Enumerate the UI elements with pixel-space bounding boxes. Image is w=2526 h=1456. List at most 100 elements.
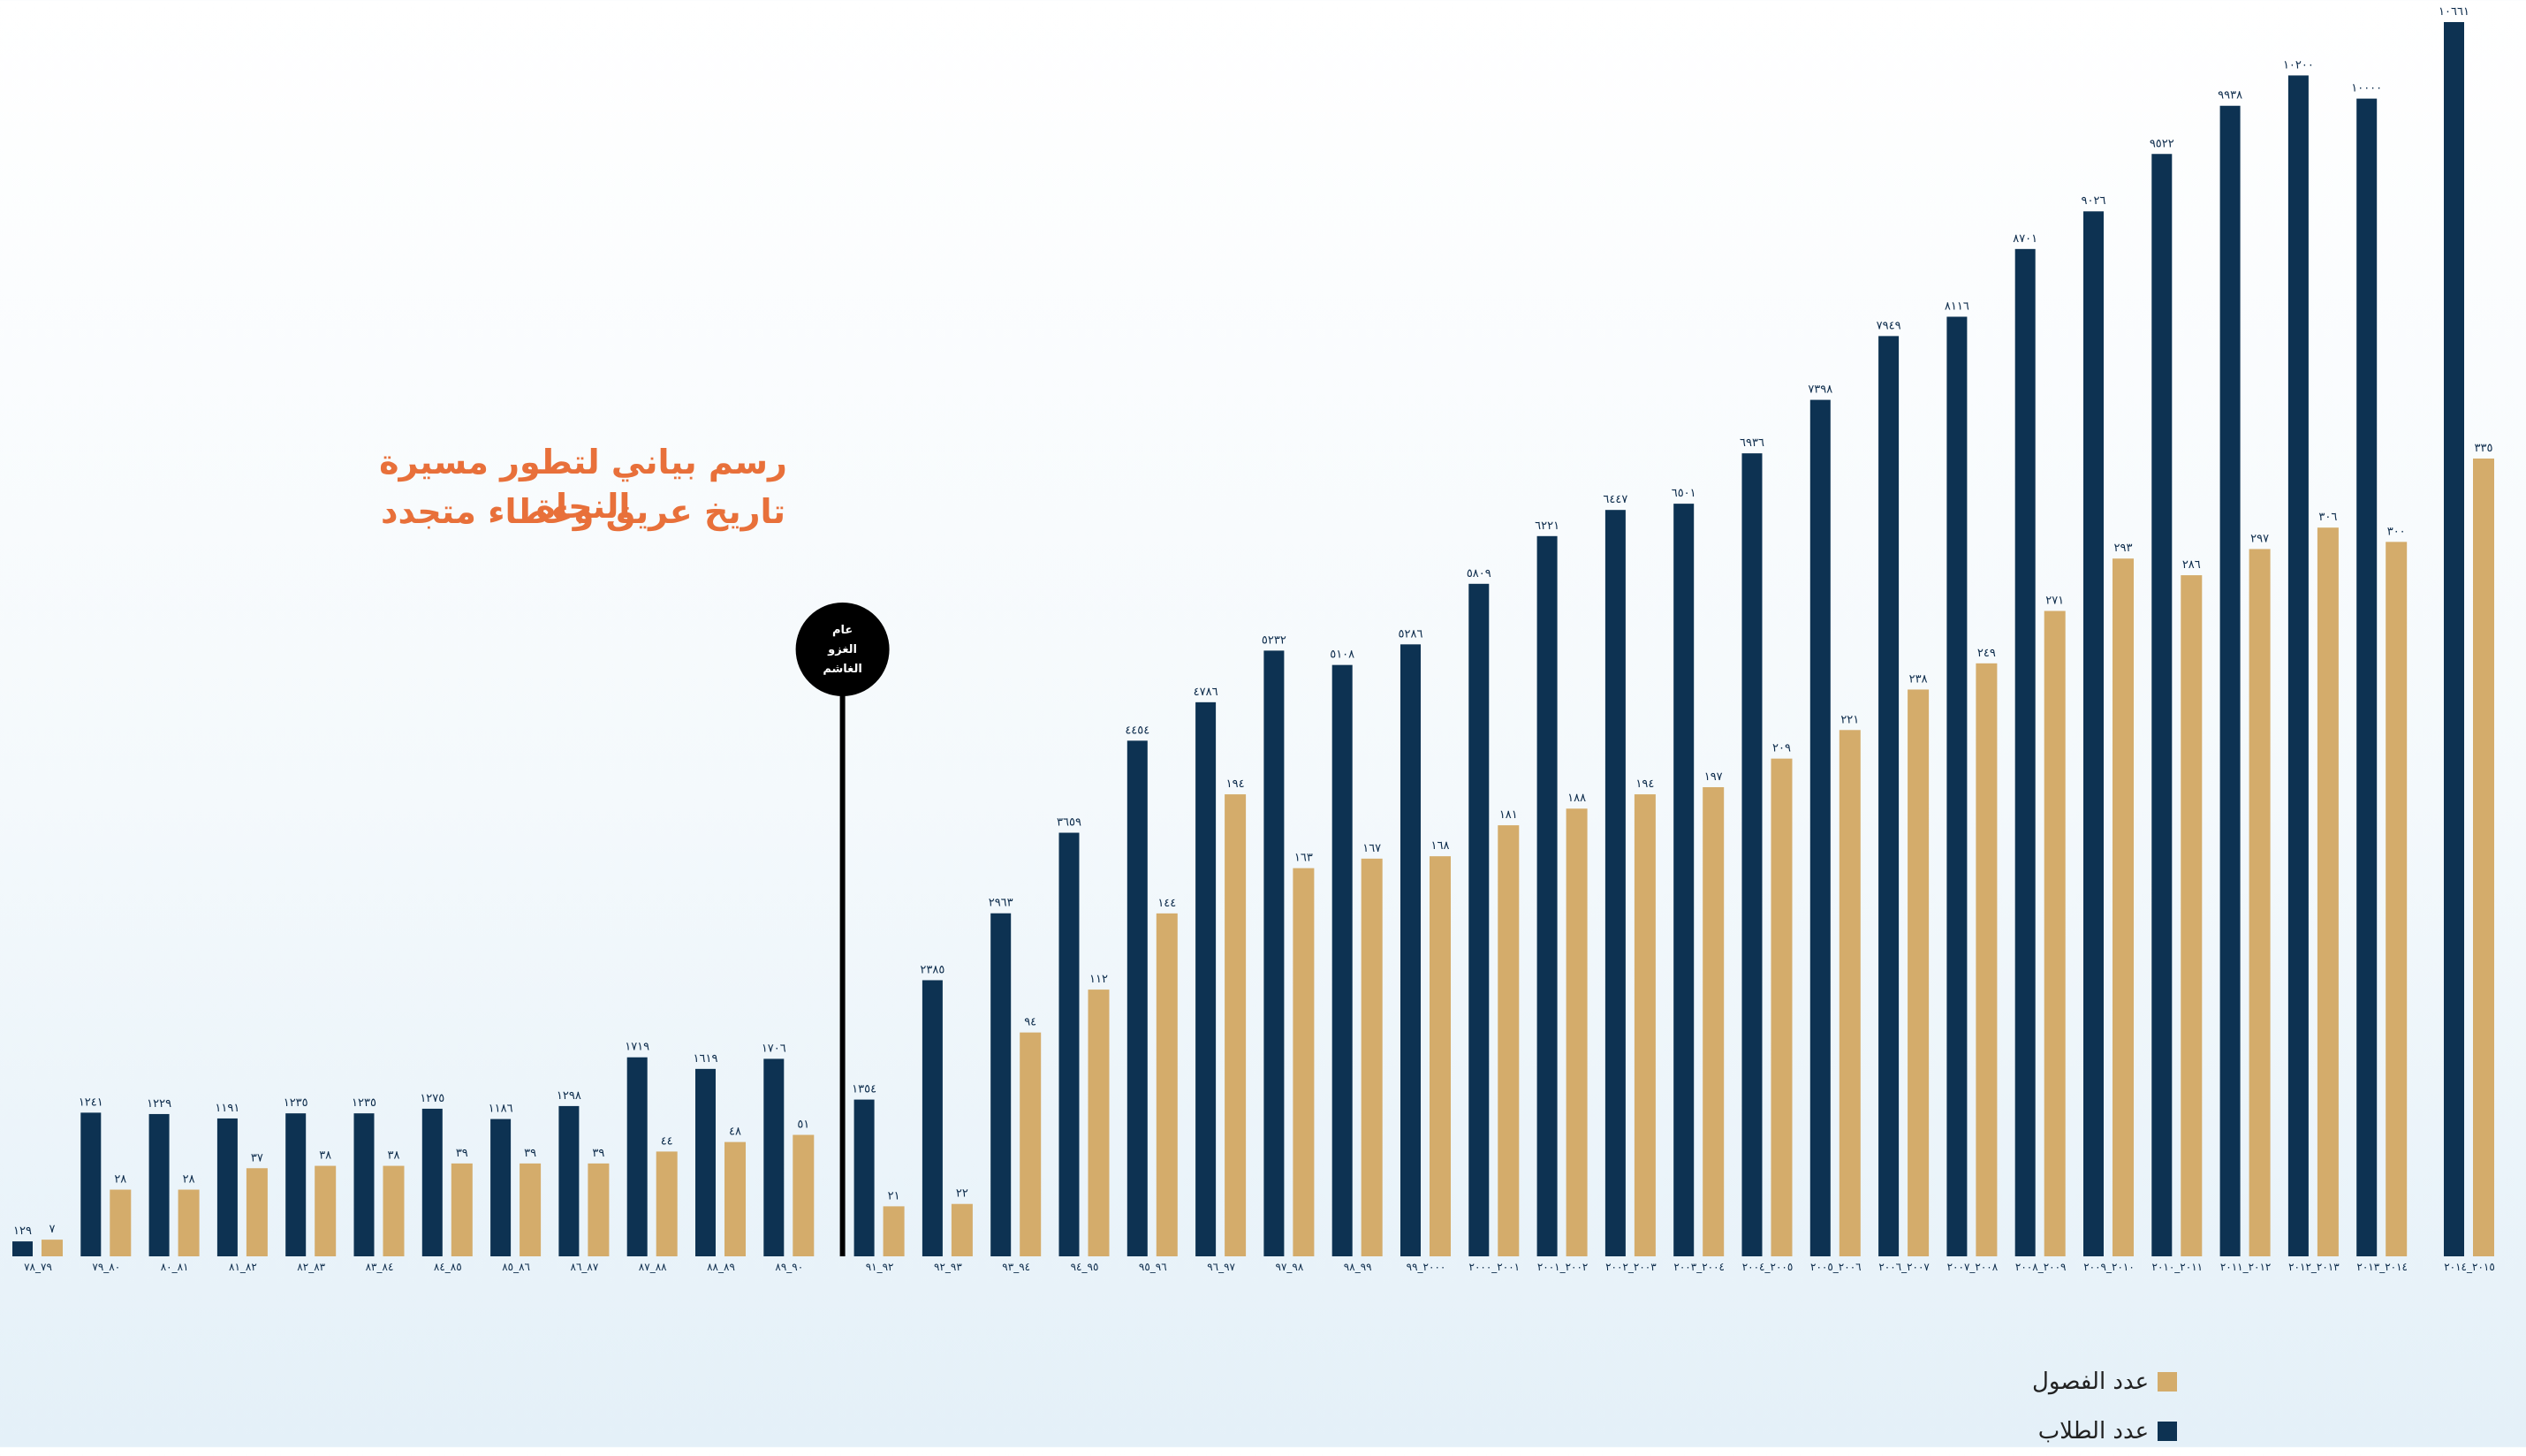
bar-students <box>558 1105 580 1256</box>
bar-students <box>353 1113 375 1256</box>
bar-value-students: ٨٧٠١ <box>2013 232 2037 246</box>
bar-value-classes: ٢٢١ <box>1840 713 1859 726</box>
bar-value-students: ١٠٦٦١ <box>2439 5 2469 19</box>
x-tick-label: ٢٠١٣_٢٠١٢ <box>2288 1261 2340 1273</box>
bar-classes <box>1020 1032 1042 1256</box>
x-tick-label: ٢٠٠٧_٢٠٠٦ <box>1878 1261 1930 1273</box>
x-tick-label: ٢٠١٢_٢٠١١ <box>2220 1261 2272 1273</box>
bar-value-students: ٣٦٥٩ <box>1057 816 1081 830</box>
x-tick-label: ٨٣_٨٢ <box>297 1261 325 1273</box>
bar-classes <box>1566 808 1588 1256</box>
bar-value-classes: ١٩٧ <box>1704 770 1723 784</box>
x-tick-label: ٨٠_٧٩ <box>92 1261 120 1273</box>
bar-students <box>1126 740 1148 1256</box>
bar-students <box>1604 510 1626 1256</box>
x-tick-label: ٨٧_٨٦ <box>571 1261 599 1273</box>
x-tick-label: ٢٠٠٠_٩٩ <box>1407 1261 1446 1273</box>
bar-value-students: ١٢٩ <box>13 1225 32 1238</box>
bar-value-students: ١٢٣٥ <box>284 1096 308 1110</box>
bar-students <box>1468 583 1490 1256</box>
legend-item-students: عدد الطلاب <box>2032 1407 2178 1456</box>
annotation-layer: عام الغزو الغاشم <box>795 603 890 1256</box>
legend: عدد الفصول عدد الطلاب <box>2032 1357 2178 1456</box>
bar-value-students: ٨١١٦ <box>1945 300 1969 313</box>
bar-students <box>1263 650 1285 1256</box>
bar-students <box>2083 211 2104 1257</box>
bar-students <box>1878 336 1900 1257</box>
bar-value-students: ٩٩٣٨ <box>2218 89 2242 102</box>
bar-value-classes: ١٦٣ <box>1294 852 1313 865</box>
legend-label-classes: عدد الفصول <box>2032 1369 2150 1395</box>
x-tick-label: ٨٤_٨٣ <box>366 1261 394 1273</box>
bar-value-students: ٧٩٤٩ <box>1877 319 1901 332</box>
bar-value-students: ٢٣٨٥ <box>920 963 944 976</box>
bar-classes <box>1225 794 1247 1256</box>
bar-classes <box>520 1163 542 1256</box>
bar-value-classes: ٢٣٨ <box>1909 672 1928 686</box>
bar-classes <box>110 1189 132 1256</box>
bar-value-classes: ١٨٨ <box>1567 792 1586 805</box>
legend-swatch-classes <box>2158 1372 2178 1392</box>
bar-value-classes: ٣٩ <box>524 1147 536 1160</box>
bar-students <box>2151 154 2173 1257</box>
bar-students <box>922 980 943 1256</box>
x-tick-label: ٢٠٠٤_٢٠٠٣ <box>1673 1261 1725 1273</box>
x-tick-label: ٩٩_٩٨ <box>1344 1261 1372 1273</box>
bar-value-students: ١٠٢٠٠ <box>2283 58 2314 72</box>
x-tick-label: ٩٤_٩٣ <box>1002 1261 1030 1273</box>
bar-value-students: ١٧١٩ <box>625 1041 649 1054</box>
x-tick-label: ٢٠٠٦_٢٠٠٥ <box>1810 1261 1862 1273</box>
bar-students <box>421 1108 443 1256</box>
bar-value-classes: ١٤٤ <box>1157 897 1176 910</box>
bar-classes <box>883 1206 905 1256</box>
bar-classes <box>656 1151 678 1256</box>
bar-students <box>285 1113 307 1256</box>
bar-value-classes: ٧ <box>49 1223 56 1236</box>
bar-students <box>1946 316 1968 1256</box>
bar-value-students: ٦٤٤٧ <box>1603 493 1627 506</box>
bar-students <box>2014 248 2036 1256</box>
bar-classes <box>1361 858 1383 1256</box>
bar-students <box>763 1058 785 1256</box>
bar-classes <box>1908 689 1930 1256</box>
bar-classes <box>793 1134 815 1256</box>
bar-value-classes: ٣٠٠ <box>2387 525 2406 538</box>
x-tick-label: ٩٠_٨٩ <box>775 1261 803 1273</box>
bar-classes <box>1703 786 1725 1256</box>
bar-value-students: ٦٥٠١ <box>1672 487 1696 500</box>
bar-students <box>695 1068 716 1256</box>
x-tick-label: ٢٠٠١_٢٠٠٠ <box>1469 1261 1521 1273</box>
x-tick-label: ٢٠٠٢_٢٠٠١ <box>1537 1261 1589 1273</box>
x-tick-label: ٩٣_٩٢ <box>934 1261 962 1273</box>
bar-students <box>2287 75 2309 1256</box>
bar-students <box>1195 701 1217 1256</box>
x-tick-label: ٢٠٠٩_٢٠٠٨ <box>2015 1261 2067 1273</box>
bar-classes <box>315 1165 337 1256</box>
bar-value-classes: ٢٨ <box>183 1173 195 1187</box>
bar-value-students: ٤٤٥٤ <box>1125 724 1149 737</box>
bar-classes <box>1430 856 1451 1256</box>
bars-layer: ١٢٩ ٧ ٧٩_٧٨ ١٢٤١ ٢٨ ٨٠_٧٩ ١٢٢٩ ٢٨ ٨١_٨٠ ١١٩١ ٣٧ ٨٢_… <box>12 5 2495 1273</box>
bar-value-classes: ٢٩٧ <box>2250 532 2269 545</box>
bar-value-students: ٧٣٩٨ <box>1808 383 1832 397</box>
bar-value-students: ١٢٩٨ <box>557 1089 581 1103</box>
bar-value-students: ١٦١٩ <box>694 1052 718 1065</box>
bar-students <box>2356 98 2378 1257</box>
bar-students <box>1331 664 1353 1256</box>
bar-students <box>1058 832 1080 1256</box>
bar-classes <box>2181 575 2203 1256</box>
bar-classes <box>2113 558 2134 1256</box>
bar-value-classes: ٩٤ <box>1024 1016 1036 1029</box>
bar-value-classes: ١٨١ <box>1499 808 1518 822</box>
bar-classes <box>1498 825 1520 1256</box>
annotation-text: الغاشم <box>823 663 862 676</box>
x-tick-label: ٧٩_٧٨ <box>24 1261 52 1273</box>
bar-value-classes: ٢٧١ <box>2045 595 2064 608</box>
bar-classes <box>1634 794 1656 1256</box>
bar-value-students: ٥٢٨٦ <box>1399 627 1423 641</box>
bar-classes <box>1839 730 1861 1256</box>
legend-item-classes: عدد الفصول <box>2032 1357 2178 1407</box>
bar-value-classes: ٥١ <box>797 1119 809 1132</box>
x-tick-label: ٨٦_٨٥ <box>502 1261 530 1273</box>
